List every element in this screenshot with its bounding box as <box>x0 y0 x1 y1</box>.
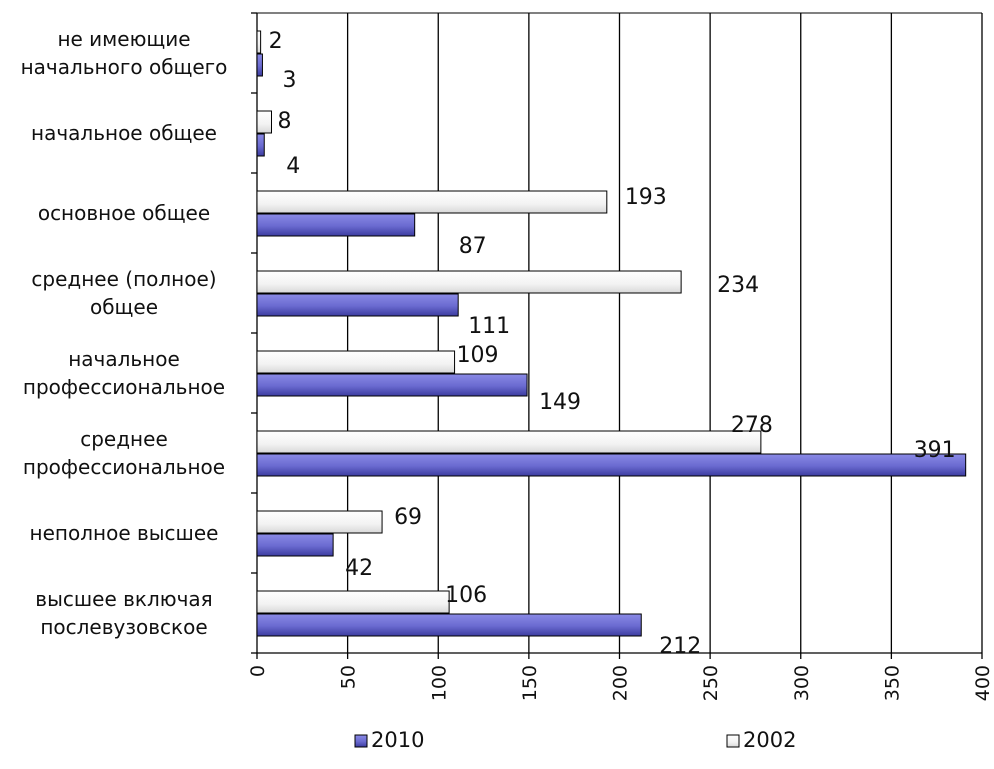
bar-2010-2 <box>256 213 416 237</box>
value-label-2010-4: 149 <box>539 390 581 415</box>
legend-swatch-2010 <box>354 734 368 748</box>
category-label-7-1: послевузовское <box>40 615 207 639</box>
legend-label-2002: 2002 <box>743 728 796 752</box>
category-label-0-1: начального общего <box>21 55 228 79</box>
value-label-2002-3: 234 <box>717 273 759 298</box>
category-label-7-0: высшее включая <box>35 587 212 611</box>
value-label-2002-0: 2 <box>269 29 283 54</box>
category-label-3-0: среднее (полное) <box>31 267 216 291</box>
x-tick-label-0: 0 <box>247 665 269 677</box>
x-tick-label-200: 200 <box>610 665 632 701</box>
category-label-3-1: общее <box>90 295 158 319</box>
category-label-5-1: профессиональное <box>23 455 225 479</box>
bar-2002-1 <box>256 110 272 134</box>
bar-2002-7 <box>256 590 450 614</box>
value-label-2010-3: 111 <box>468 314 510 339</box>
value-label-2002-1: 8 <box>278 109 292 134</box>
x-tick-label-150: 150 <box>519 665 541 701</box>
value-label-2010-5: 391 <box>914 438 956 463</box>
bar-2010-6 <box>256 533 334 557</box>
bar-2010-7 <box>256 613 642 637</box>
value-label-2002-6: 69 <box>394 505 422 530</box>
bar-2002-5 <box>256 430 762 454</box>
category-label-4-1: профессиональное <box>23 375 225 399</box>
bar-2010-5 <box>256 453 967 477</box>
category-label-6-0: неполное высшее <box>30 521 219 545</box>
legend-label-2010: 2010 <box>371 728 424 752</box>
value-label-2002-5: 278 <box>731 413 773 438</box>
bar-2010-4 <box>256 373 528 397</box>
value-label-2010-2: 87 <box>459 234 487 259</box>
x-tick-label-350: 350 <box>881 665 903 701</box>
value-label-2010-7: 212 <box>659 634 701 659</box>
bar-2010-3 <box>256 293 459 317</box>
x-tick-label-250: 250 <box>700 665 722 701</box>
bar-2002-0 <box>256 30 262 54</box>
bar-2002-6 <box>256 510 383 534</box>
x-tick-label-400: 400 <box>972 665 994 701</box>
value-label-2010-6: 42 <box>345 556 373 581</box>
value-label-2002-4: 109 <box>457 343 499 368</box>
value-label-2002-7: 106 <box>445 583 487 608</box>
x-tick-label-50: 50 <box>338 665 360 689</box>
bar-2010-1 <box>256 133 265 157</box>
category-label-1-0: начальное общее <box>31 121 217 145</box>
category-label-2-0: основное общее <box>38 201 210 225</box>
bar-2002-4 <box>256 350 456 374</box>
bar-2002-2 <box>256 190 608 214</box>
legend-swatch-2002 <box>726 734 740 748</box>
bar-2002-3 <box>256 270 682 294</box>
x-tick-label-100: 100 <box>428 665 450 701</box>
value-label-2010-1: 4 <box>286 154 300 179</box>
value-label-2010-0: 3 <box>282 68 296 93</box>
x-tick-label-300: 300 <box>791 665 813 701</box>
category-label-0-0: не имеющие <box>57 27 190 51</box>
category-label-4-0: начальное <box>68 347 180 371</box>
category-label-5-0: среднее <box>80 427 168 451</box>
bar-2010-0 <box>256 53 263 77</box>
value-label-2002-2: 193 <box>625 185 667 210</box>
